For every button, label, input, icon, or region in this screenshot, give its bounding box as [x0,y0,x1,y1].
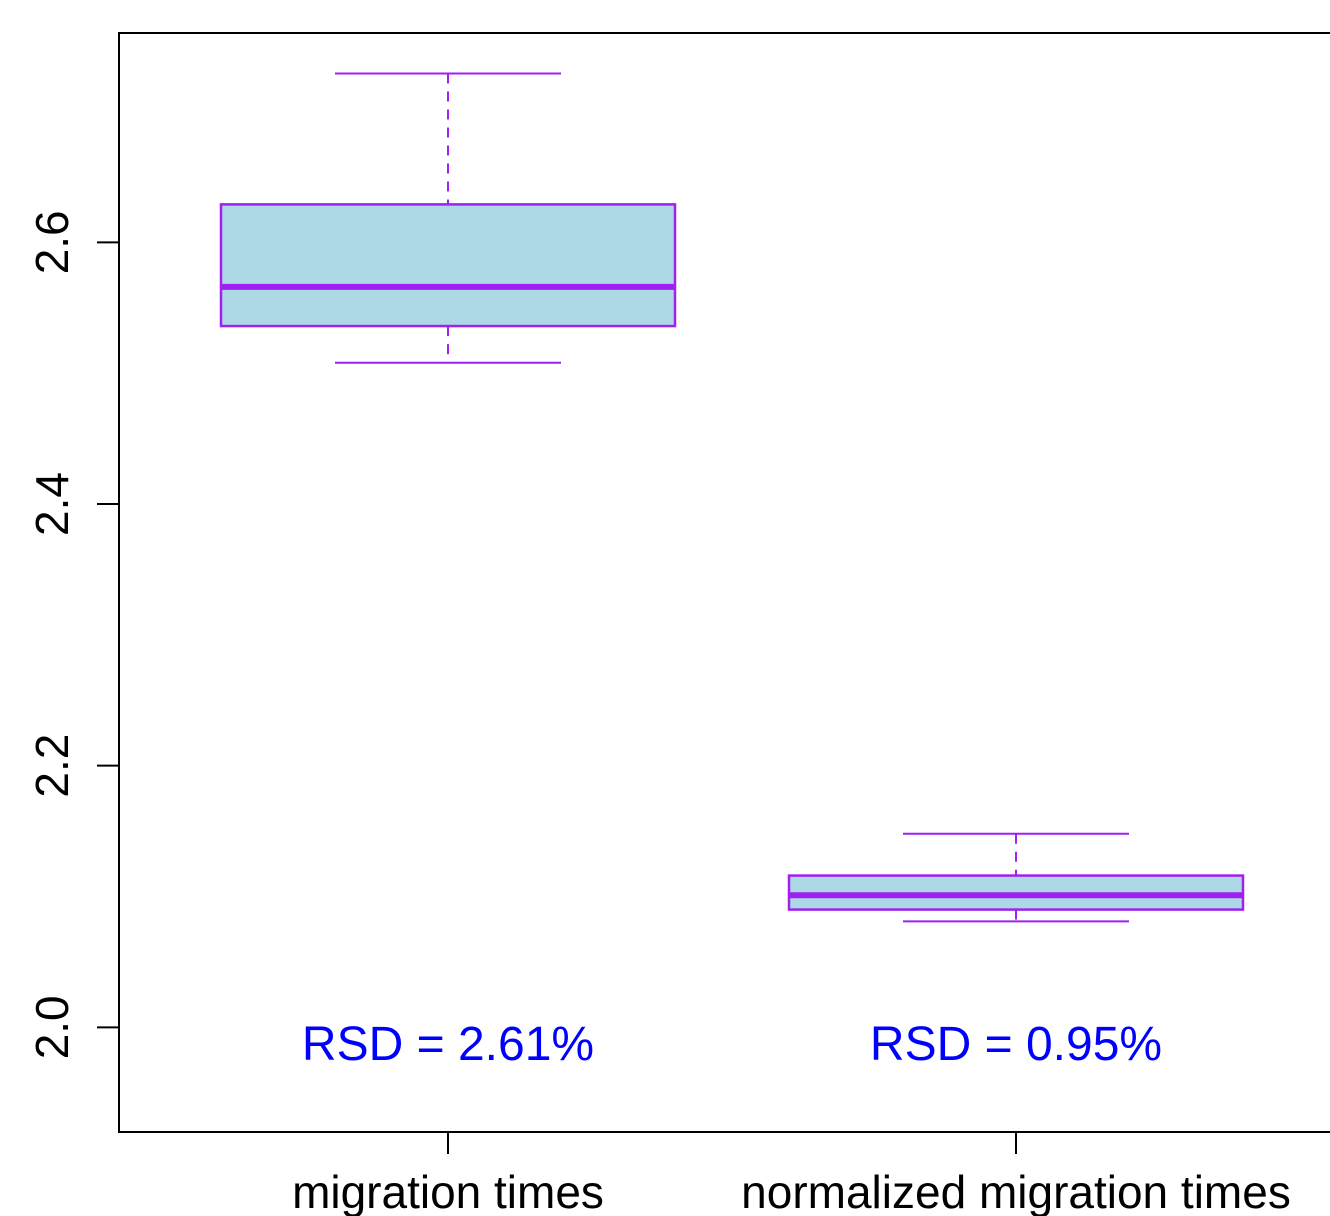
rsd-annotation: RSD = 2.61% [302,1018,594,1071]
chart-marks: 2.0 2.2 2.4 2.6 migration times RSD = 2.61% no… [26,72,1291,1216]
y-tick-label: 2.4 [26,472,78,536]
y-tick-label: 2.0 [26,995,78,1059]
x-tick-label: normalized migration times [741,1166,1291,1216]
y-tick-label: 2.6 [26,210,78,274]
x-tick-label: migration times [292,1166,604,1216]
plot-frame [118,32,1330,1133]
rsd-annotation: RSD = 0.95% [870,1018,1162,1071]
box-iqr [219,203,677,328]
y-tick-label: 2.2 [26,734,78,798]
